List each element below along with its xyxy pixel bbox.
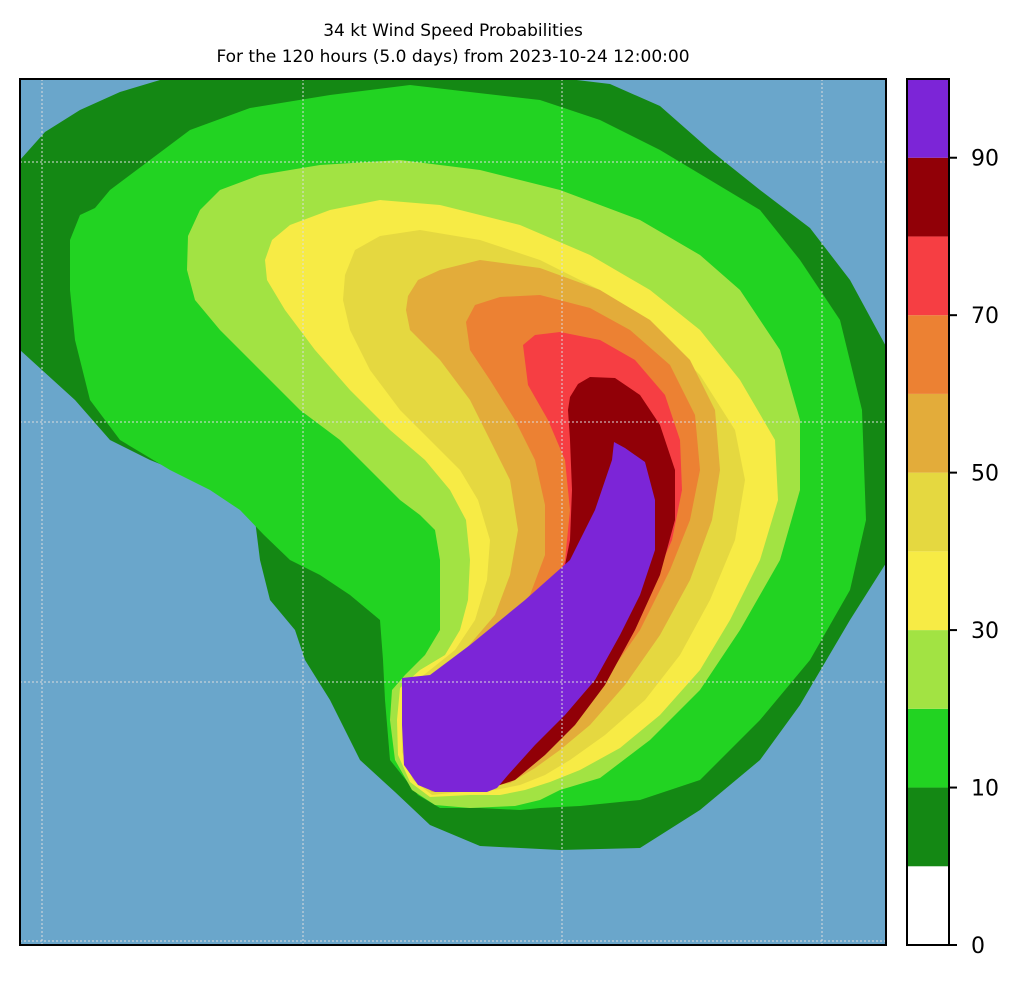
colorbar-segment: [907, 787, 949, 867]
map-title: 34 kt Wind Speed Probabilities: [323, 21, 583, 41]
map-gridlines: [20, 79, 886, 945]
colorbar-tick-label: 10: [971, 777, 999, 802]
colorbar-segment: [907, 157, 949, 237]
map-panel: [20, 79, 886, 945]
map-frame: [19, 78, 887, 946]
map-subtitle: For the 120 hours (5.0 days) from 2023-1…: [216, 47, 690, 67]
colorbar-segment: [907, 393, 949, 473]
colorbar-segment: [907, 551, 949, 631]
colorbar-segment: [907, 472, 949, 552]
contour-band-100: [402, 442, 655, 792]
colorbar-segment: [907, 866, 949, 945]
colorbar-tick-label: 50: [971, 462, 999, 487]
colorbar-tick-label: 90: [971, 147, 999, 172]
colorbar-tick-label: 70: [971, 304, 999, 329]
colorbar-frame: [906, 78, 950, 946]
colorbar: [906, 78, 950, 946]
colorbar-tick-label: 0: [971, 934, 985, 959]
colorbar-ticks: 0 10 30 50 70 90: [949, 147, 999, 959]
colorbar-segment: [907, 315, 949, 394]
colorbar-segment: [907, 79, 949, 158]
colorbar-tick-label: 30: [971, 619, 999, 644]
colorbar-segment: [907, 708, 949, 788]
colorbar-segment: [907, 236, 949, 316]
colorbar-segment: [907, 630, 949, 709]
